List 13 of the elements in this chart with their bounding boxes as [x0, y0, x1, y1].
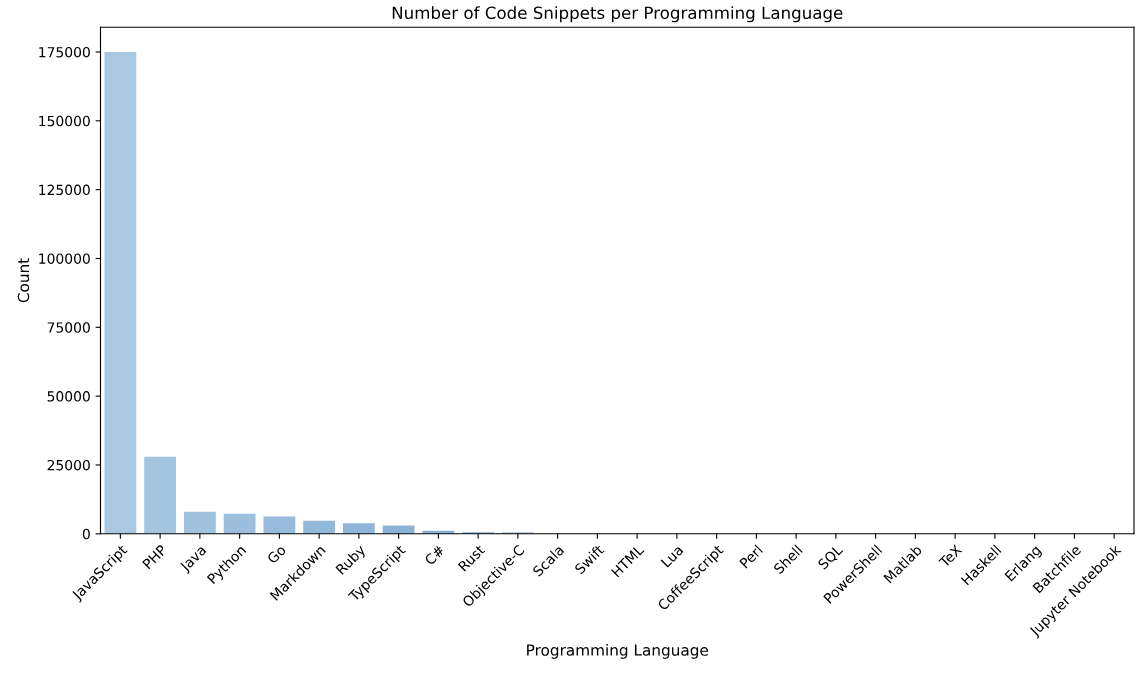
x-tick-label: C#	[424, 544, 446, 566]
y-axis-title: Count	[17, 258, 30, 303]
y-tick-label: 150000	[39, 115, 90, 127]
y-tick-label: 175000	[39, 46, 90, 58]
y-tick-label: 75000	[47, 322, 90, 333]
x-tick-label: TeX	[938, 544, 963, 569]
chart-title: Number of Code Snippets per Programming Language	[392, 6, 843, 23]
y-tick-label: 125000	[39, 184, 90, 196]
y-tick-label: 25000	[47, 459, 90, 471]
y-tick-label: 0	[82, 528, 90, 540]
y-tick-label: 100000	[39, 253, 90, 264]
y-tick-label: 50000	[47, 391, 90, 402]
x-axis-title: Programming Language	[527, 643, 709, 659]
